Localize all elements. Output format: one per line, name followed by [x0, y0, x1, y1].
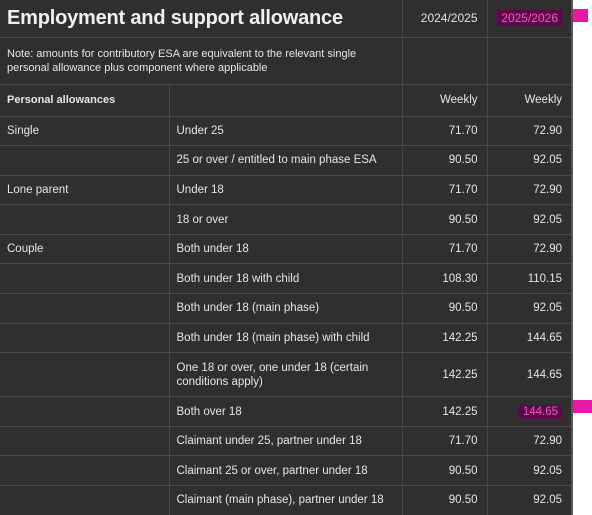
- row-group-label: Single: [0, 116, 170, 147]
- value-2025: 92.05: [487, 485, 571, 515]
- weekly-header-2024: Weekly: [402, 84, 488, 117]
- row-description: Both under 18 with child: [169, 263, 403, 295]
- table-header-row: Employment and support allowance 2024/20…: [0, 0, 571, 38]
- value-2025: 144.65: [487, 323, 571, 354]
- value-2024: 71.70: [402, 116, 488, 147]
- row-group-label: Couple: [0, 234, 170, 265]
- row-description: One 18 or over, one under 18 (certain co…: [169, 352, 403, 398]
- value-2025: 72.90: [487, 426, 571, 457]
- row-description: Both over 18: [169, 396, 403, 427]
- table-row: 18 or over 90.50 92.05: [0, 204, 571, 235]
- row-group-label: [0, 485, 170, 515]
- row-description: 25 or over / entitled to main phase ESA: [169, 145, 403, 176]
- row-description: Claimant under 25, partner under 18: [169, 426, 403, 457]
- esa-table-panel: Employment and support allowance 2024/20…: [0, 0, 573, 515]
- value-2024: 90.50: [402, 455, 488, 487]
- table-row: Claimant (main phase), partner under 18 9…: [0, 485, 571, 515]
- value-2025-cell: 144.65: [487, 396, 571, 427]
- row-description: 18 or over: [169, 204, 403, 235]
- row-group-label: Lone parent: [0, 175, 170, 206]
- value-2024: 71.70: [402, 234, 488, 265]
- value-2024: 142.25: [402, 323, 488, 354]
- note-empty-cell: [487, 37, 571, 85]
- value-2024: 142.25: [402, 396, 488, 427]
- row-group-label: [0, 455, 170, 487]
- value-2025: 92.05: [487, 204, 571, 235]
- row-group-label: [0, 352, 170, 398]
- row-group-label: [0, 323, 170, 354]
- value-2025: 144.65: [487, 352, 571, 398]
- note-empty-cell: [402, 37, 488, 85]
- row-description: Claimant (main phase), partner under 18: [169, 485, 403, 515]
- highlighted-value-2025: 144.65: [518, 404, 563, 419]
- value-2024: 71.70: [402, 175, 488, 206]
- value-2024: 90.50: [402, 145, 488, 176]
- row-group-label: [0, 293, 170, 324]
- row-description: Both under 18 (main phase): [169, 293, 403, 324]
- highlight-marker-top: [573, 9, 588, 22]
- value-2025: 110.15: [487, 263, 571, 295]
- note-text: Note: amounts for contributory ESA are e…: [0, 37, 403, 85]
- row-group-label: [0, 396, 170, 427]
- row-description: Under 25: [169, 116, 403, 147]
- value-2025: 72.90: [487, 234, 571, 265]
- row-description: Claimant 25 or over, partner under 18: [169, 455, 403, 487]
- table-row: Claimant under 25, partner under 18 71.70…: [0, 426, 571, 457]
- value-2025: 72.90: [487, 175, 571, 206]
- note-row: Note: amounts for contributory ESA are e…: [0, 37, 571, 85]
- table-row: Both under 18 (main phase) with child 142…: [0, 323, 571, 354]
- table-row: Both under 18 (main phase) 90.50 92.05: [0, 293, 571, 324]
- table-row: Lone parent Under 18 71.70 72.90: [0, 175, 571, 206]
- value-2024: 71.70: [402, 426, 488, 457]
- highlighted-year: 2025/2026: [497, 10, 563, 27]
- row-description: Both under 18: [169, 234, 403, 265]
- table-title: Employment and support allowance: [0, 0, 403, 38]
- value-2025: 72.90: [487, 116, 571, 147]
- value-2024: 108.30: [402, 263, 488, 295]
- value-2024: 142.25: [402, 352, 488, 398]
- row-group-label: [0, 263, 170, 295]
- table-row: 25 or over / entitled to main phase ESA 9…: [0, 145, 571, 176]
- esa-rates-table: Employment and support allowance 2024/20…: [0, 0, 571, 515]
- year-2025-header: 2025/2026: [487, 0, 571, 38]
- row-group-label: [0, 426, 170, 457]
- section-label: Personal allowances: [0, 84, 170, 117]
- allowance-rows: Single Under 25 71.70 72.90 25 or over / ent…: [0, 116, 571, 515]
- table-row: Both over 18 142.25 144.65: [0, 396, 571, 427]
- highlight-marker-row: [573, 400, 592, 413]
- weekly-header-2025: Weekly: [487, 84, 571, 117]
- table-row: Both under 18 with child 108.30 110.15: [0, 263, 571, 295]
- table-row: One 18 or over, one under 18 (certain co…: [0, 352, 571, 398]
- table-row: Single Under 25 71.70 72.90: [0, 116, 571, 147]
- section-header-row: Personal allowances Weekly Weekly: [0, 84, 571, 117]
- value-2025: 92.05: [487, 293, 571, 324]
- value-2025: 92.05: [487, 145, 571, 176]
- table-row: Claimant 25 or over, partner under 18 90.…: [0, 455, 571, 487]
- value-2025: 92.05: [487, 455, 571, 487]
- table-row: Couple Both under 18 71.70 72.90: [0, 234, 571, 265]
- value-2024: 90.50: [402, 204, 488, 235]
- year-2024-header: 2024/2025: [402, 0, 488, 38]
- row-description: Both under 18 (main phase) with child: [169, 323, 403, 354]
- row-group-label: [0, 204, 170, 235]
- row-description: Under 18: [169, 175, 403, 206]
- value-2024: 90.50: [402, 293, 488, 324]
- value-2024: 90.50: [402, 485, 488, 515]
- row-group-label: [0, 145, 170, 176]
- section-empty-cell: [169, 84, 403, 117]
